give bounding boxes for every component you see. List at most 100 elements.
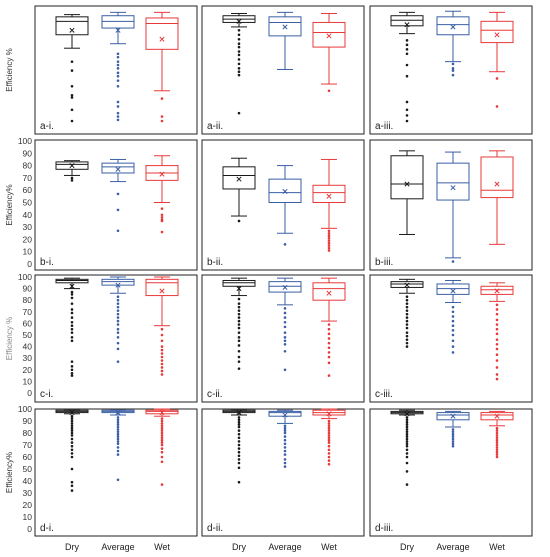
y-tick-label: 60 (23, 318, 33, 328)
outlier-point (237, 450, 241, 454)
y-tick-label: 100 (18, 136, 32, 146)
outlier-point (495, 105, 499, 108)
mean-marker (282, 188, 288, 194)
outlier-point (405, 331, 409, 334)
box-dry (390, 150, 424, 235)
box-dry (390, 409, 424, 486)
panel-frame (201, 274, 365, 403)
outlier-point (237, 458, 241, 461)
panel-d-iii: d-iii. (369, 408, 533, 537)
panel-b-i: b-i. (34, 139, 198, 271)
outlier-point (237, 339, 241, 343)
interquartile-box (101, 278, 135, 286)
interquartile-box (480, 20, 514, 44)
panel-label: c-i. (40, 389, 53, 400)
outlier-point (237, 73, 241, 77)
outlier-point (116, 305, 120, 309)
outlier-point (327, 332, 331, 336)
outlier-point (327, 452, 331, 455)
outlier-point (405, 74, 409, 78)
outlier-point (70, 108, 74, 112)
outlier-point (70, 331, 74, 334)
outlier-point (405, 114, 409, 117)
outlier-point (237, 50, 241, 53)
outlier-point (116, 309, 120, 312)
box-wet (480, 410, 514, 459)
box-dry (222, 157, 256, 223)
outlier-point (327, 244, 331, 247)
y-axis-title-row-2: Efficiency% (5, 184, 14, 225)
outlier-point (70, 448, 74, 452)
outlier-point (116, 416, 120, 419)
interquartile-box (390, 155, 424, 200)
outlier-point (116, 341, 120, 345)
outlier-point (70, 311, 74, 315)
outlier-point (160, 366, 164, 369)
outlier-point (495, 434, 499, 437)
outlier-point (116, 60, 120, 63)
outlier-point (283, 243, 287, 246)
outlier-point (327, 234, 331, 238)
outlier-point (160, 438, 164, 442)
panel-c-ii: c-ii. (201, 274, 365, 403)
outlier-point (70, 293, 74, 296)
y-tick-label: 0 (27, 388, 32, 398)
outlier-point (160, 426, 164, 430)
box-dry (222, 12, 256, 115)
outlier-point (116, 67, 120, 70)
mean-marker (159, 410, 165, 416)
outlier-point (70, 444, 74, 448)
outlier-point (160, 327, 164, 331)
y-tick-label: 20 (23, 234, 33, 244)
outlier-point (283, 325, 287, 329)
outlier-point (327, 89, 331, 93)
y-tick-label: 50 (23, 198, 33, 208)
outlier-point (327, 351, 331, 354)
outlier-point (405, 39, 409, 42)
mean-marker (69, 410, 75, 416)
outlier-point (283, 316, 287, 319)
panel-label: a-iii. (375, 121, 393, 132)
outlier-point (327, 438, 331, 442)
y-tick-label: 10 (23, 376, 33, 386)
outlier-point (283, 431, 287, 435)
panel-label: c-ii. (207, 389, 223, 400)
outlier-point (237, 466, 241, 470)
outlier-point (495, 359, 499, 362)
x-category-label-dry: Dry (232, 542, 246, 552)
outlier-point (405, 302, 409, 305)
interquartile-box (480, 412, 514, 421)
outlier-point (495, 366, 499, 369)
y-tick-label: 10 (23, 512, 33, 522)
outlier-point (327, 236, 331, 240)
panel-frame (34, 139, 198, 271)
mean-marker (159, 288, 165, 294)
outlier-point (283, 342, 287, 346)
outlier-point (237, 344, 241, 347)
outlier-point (237, 423, 241, 426)
box-dry (55, 277, 89, 377)
interquartile-box (268, 281, 302, 293)
outlier-point (327, 422, 331, 425)
outlier-point (237, 443, 241, 447)
outlier-point (237, 461, 241, 465)
outlier-point (160, 373, 164, 376)
panel-frame (34, 5, 198, 135)
y-tick-label: 60 (23, 185, 33, 195)
mean-marker (404, 22, 410, 28)
mean-marker (326, 193, 332, 199)
outlier-point (495, 323, 499, 326)
outlier-point (116, 418, 120, 422)
outlier-point (327, 361, 331, 365)
outlier-point (116, 331, 120, 334)
outlier-point (405, 295, 409, 299)
outlier-point (405, 483, 409, 486)
outlier-point (70, 368, 74, 372)
y-tick-label: 30 (23, 353, 33, 363)
panel-label: d-ii. (207, 523, 223, 534)
mean-marker (404, 282, 410, 288)
outlier-point (451, 73, 455, 77)
outlier-point (327, 341, 331, 345)
outlier-point (495, 347, 499, 351)
outlier-point (116, 347, 120, 351)
